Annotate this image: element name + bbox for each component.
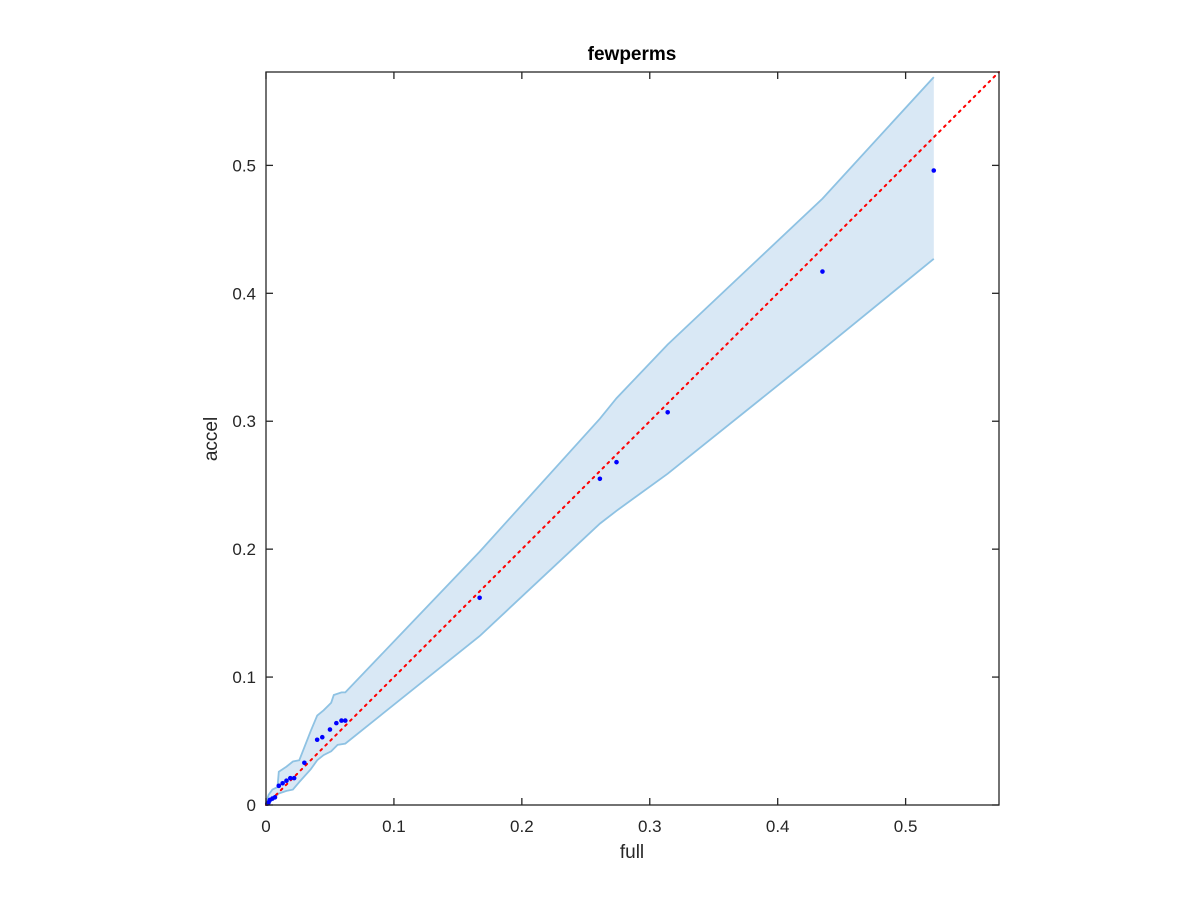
data-point: [931, 168, 937, 173]
data-point: [276, 783, 282, 789]
identity-line: [265, 71, 1000, 806]
confidence-band: [265, 76, 935, 806]
data-point: [314, 737, 320, 743]
data-point: [343, 718, 348, 723]
data-point: [284, 778, 289, 783]
axes: [265, 71, 1000, 806]
data-point: [291, 775, 297, 781]
y-tick-label: 0.5: [232, 156, 256, 175]
data-point: [272, 795, 278, 800]
y-axis-label: accel: [201, 417, 222, 461]
data-point: [597, 476, 603, 482]
data-point: [339, 718, 344, 723]
data-point: [327, 727, 333, 732]
tick-labels: 0 0.1 0.2 0.3 0.4 0.5 0 0.1 0.2 0.3 0.4 0.5: [232, 156, 917, 836]
data-point: [614, 459, 619, 465]
scatter-points: [264, 168, 937, 807]
y-tick-label: 0.4: [232, 284, 256, 303]
band-fill: [266, 77, 934, 806]
data-point: [280, 780, 285, 786]
axes-box: [265, 71, 1000, 806]
data-point: [477, 595, 482, 601]
data-point: [288, 775, 293, 781]
x-tick-label: 0.4: [766, 817, 790, 836]
x-tick-label: 0.2: [510, 817, 534, 836]
x-tick-label: 0: [261, 817, 270, 836]
data-point: [820, 269, 825, 274]
x-tick-label: 0.1: [382, 817, 406, 836]
x-tick-label: 0.5: [894, 817, 918, 836]
band-lower-edge: [265, 258, 935, 806]
y-tick-label: 0.3: [232, 412, 256, 431]
chart-title: fewperms: [588, 44, 677, 65]
data-point: [665, 409, 670, 415]
data-point: [302, 760, 307, 766]
data-point: [334, 720, 339, 726]
x-tick-label: 0.3: [638, 817, 662, 836]
y-tick-label: 0: [247, 796, 256, 815]
reference-line: [265, 71, 1000, 806]
y-tick-label: 0.1: [232, 668, 256, 687]
band-upper-edge: [265, 76, 935, 804]
data-point: [319, 734, 325, 740]
x-axis-label: full: [620, 842, 644, 863]
y-tick-label: 0.2: [232, 540, 256, 559]
